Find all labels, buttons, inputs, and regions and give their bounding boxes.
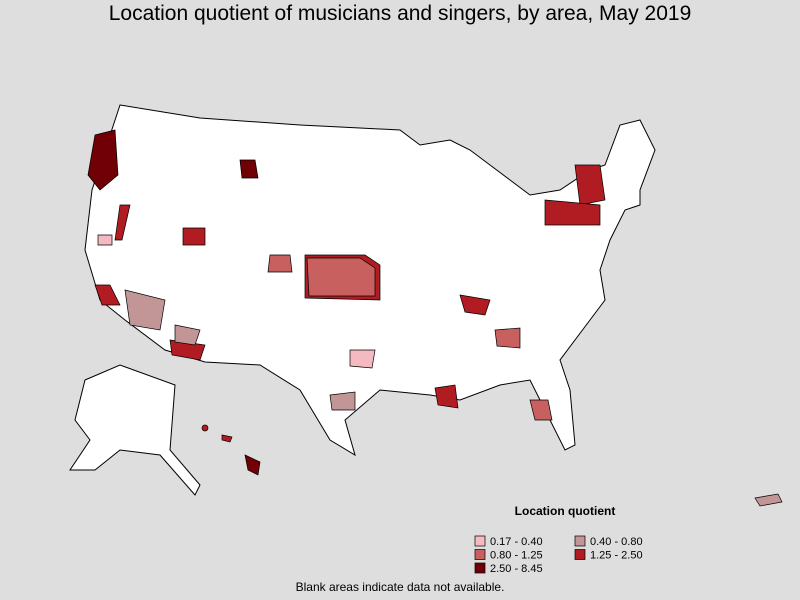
legend: Location quotient 0.17 - 0.40 0.40 - 0.80… [474,504,643,575]
legend-label: 1.25 - 2.50 [590,550,643,562]
hawaii [201,424,261,476]
legend-swatch [574,549,586,560]
legend-title: Location quotient [515,504,616,518]
legend-swatch [474,562,486,574]
legend-label: 0.17 - 0.40 [490,536,543,548]
legend-label: 2.50 - 8.45 [490,563,543,575]
legend-label: 0.80 - 1.25 [490,550,543,562]
legend-label: 0.40 - 0.80 [590,536,643,548]
footnote: Blank areas indicate data not available. [296,580,505,594]
legend-swatch [574,535,586,547]
title: Location quotient of musicians and singe… [109,2,692,25]
legend-swatch [474,535,486,547]
legend-swatch [474,549,486,560]
puerto-rico [754,493,783,507]
alaska [69,364,201,496]
areas [87,129,606,421]
